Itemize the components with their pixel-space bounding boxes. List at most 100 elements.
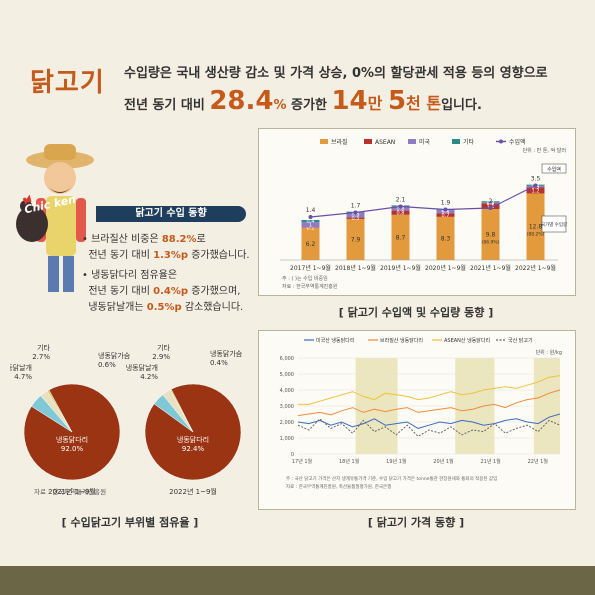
bar-share-label: (86.9%)	[482, 240, 500, 246]
bar-segment	[436, 213, 455, 217]
unit-note: 단위 : 원/kg	[536, 349, 562, 356]
share-pie-charts: 냉동닭다리92.0%냉동닭날개4.7%기타2.7%냉동닭가슴0.6%2021년 …	[10, 343, 243, 496]
bar-segment	[481, 201, 500, 203]
price-line-chart: 미국산 냉동닭다리 브라질산 냉동닭다리 ASEAN산 냉동닭다리 국산 닭고기단위 …	[280, 337, 562, 490]
b1-text-b: 로	[196, 234, 206, 245]
right-arm	[76, 198, 86, 242]
headline-n2: 5	[387, 86, 407, 116]
bar-segment	[301, 219, 320, 223]
headline-n1: 14	[331, 86, 368, 116]
b1-value: 88.2%	[161, 234, 197, 245]
apron	[46, 196, 76, 256]
pie-slice-value: 4.2%	[140, 373, 158, 381]
import-chart-panel	[258, 128, 576, 296]
x-tick-label: 2018년 1~9월	[335, 264, 376, 272]
value-label: 1.9	[441, 200, 451, 207]
pie-slice	[169, 388, 194, 433]
price-series-line	[297, 389, 561, 417]
headline-line-1: 수입량은 국내 생산량 감소 및 가격 상승, 0%의 할당관세 적용 등의 영…	[124, 66, 548, 81]
bar-value-label: 8.7	[396, 234, 406, 241]
x-tick-label: 22년 1월	[528, 458, 549, 465]
y-tick-label: 3,000	[280, 404, 294, 410]
legend-label-1: ASEAN	[375, 139, 395, 146]
chicken-head	[20, 200, 32, 212]
bar-segment	[391, 206, 410, 211]
b2-change-leg: 0.4%p	[153, 286, 189, 297]
x-tick-label: 2021년 1~9월	[470, 264, 511, 272]
headline-u1: 만	[367, 94, 388, 113]
chicken-body	[16, 206, 48, 242]
pie-slice-name: 냉동닭다리	[56, 435, 88, 444]
bar-segment-label: 0.7	[442, 213, 450, 219]
right-leg	[63, 256, 74, 292]
bar-segment	[481, 202, 500, 204]
price-chart-panel	[258, 330, 576, 510]
bar-segment-label: 1.2	[532, 188, 540, 194]
x-tick-label: 2022년 1~9월	[515, 264, 556, 272]
pie-slice-name: 기타	[157, 343, 170, 352]
value-label: 3.5	[531, 176, 541, 183]
face	[44, 162, 76, 194]
pie-slice-name: 냉동닭가슴	[98, 351, 131, 360]
bar-segment	[526, 193, 545, 260]
y-tick-label: 4,000	[280, 388, 294, 394]
beard	[46, 184, 74, 193]
bar-value-label: 8.3	[441, 235, 451, 242]
pie-slice-value: 2.9%	[152, 353, 170, 361]
bar-segment-label: 0.6	[442, 210, 450, 216]
annotation-value: 수입액	[547, 166, 561, 173]
annotation-volume: 국가별 수입량	[541, 221, 567, 228]
source-note-2: 자료 : 한국무역통계진흥원	[282, 283, 338, 290]
b2-text-a: • 냉동닭다리 점유율은	[82, 270, 178, 281]
value-point	[353, 210, 358, 215]
bar-segment-label: 0.8	[397, 207, 405, 213]
y-tick-label: 0	[291, 452, 294, 458]
bar-segment	[391, 214, 410, 260]
x-tick-label: 21년 1월	[480, 458, 501, 465]
bar-segment	[301, 227, 320, 260]
bar-segment	[481, 209, 500, 260]
left-leg	[48, 256, 59, 292]
legend-label-0: 브라질	[331, 138, 348, 146]
price-note-2: 자료 : 한국무역통계진흥원, 축산물품질평가원, 한국은행	[286, 483, 391, 490]
pie-slice-name: 냉동닭날개	[10, 363, 32, 372]
bar-segment-label: 0.4	[307, 219, 315, 225]
bullet-part-share: • 냉동닭다리 점유율은 전년 동기 대비 0.4%p 증가했으며, 냉동닭날개…	[82, 268, 252, 316]
b1-change: 1.3%p	[153, 250, 189, 261]
pie-slice-value: 92.0%	[61, 445, 84, 453]
bar-segment	[526, 187, 545, 194]
bar-value-label: 6.2	[306, 241, 316, 248]
pie-slice-value: 0.4%	[210, 359, 228, 367]
pie-slice-name: 냉동닭다리	[177, 435, 209, 444]
x-tick-label: 2019년 1~9월	[380, 264, 421, 272]
hat-top	[44, 144, 76, 160]
x-tick-label: 17년 1월	[292, 458, 313, 465]
legend-label-3: 국산 닭고기	[508, 337, 533, 344]
headline-u2: 천 톤	[406, 94, 442, 113]
bottom-band	[0, 566, 595, 595]
b2-change-wing: 0.5%p	[146, 302, 182, 313]
value-point	[533, 183, 538, 188]
source-note-1: 주 : ( )는 수입 비중임	[282, 275, 328, 282]
value-label: 1.7	[351, 203, 361, 210]
x-tick-label: 2020년 1~9월	[425, 264, 466, 272]
b1-text-e: 증가했습니다.	[188, 250, 250, 261]
pie-slice-value: 0.6%	[98, 361, 116, 369]
bar-segment	[436, 210, 455, 214]
bar-segment	[301, 227, 320, 228]
bar-value-label: 7.9	[351, 236, 361, 243]
bar-segment-label: 0.8	[397, 211, 405, 217]
bar-segment	[346, 218, 365, 260]
annotation-volume-box	[541, 215, 567, 233]
caption-import-chart: [ 닭고기 수입액 및 수입량 동향 ]	[338, 306, 494, 319]
bar-segment-label: 0.9	[352, 213, 360, 219]
b1-text-c: 전년 동기 대비	[88, 250, 154, 261]
pie-slice-name: 냉동닭날개	[126, 363, 158, 372]
value-label: 1.4	[306, 207, 316, 214]
value-point	[308, 215, 313, 219]
y-tick-label: 1,000	[280, 436, 294, 442]
chicken-comb	[22, 194, 32, 205]
pie-slice-name: 냉동닭가슴	[210, 349, 243, 358]
legend-label-1: 브라질산 냉동닭다리	[380, 337, 423, 344]
